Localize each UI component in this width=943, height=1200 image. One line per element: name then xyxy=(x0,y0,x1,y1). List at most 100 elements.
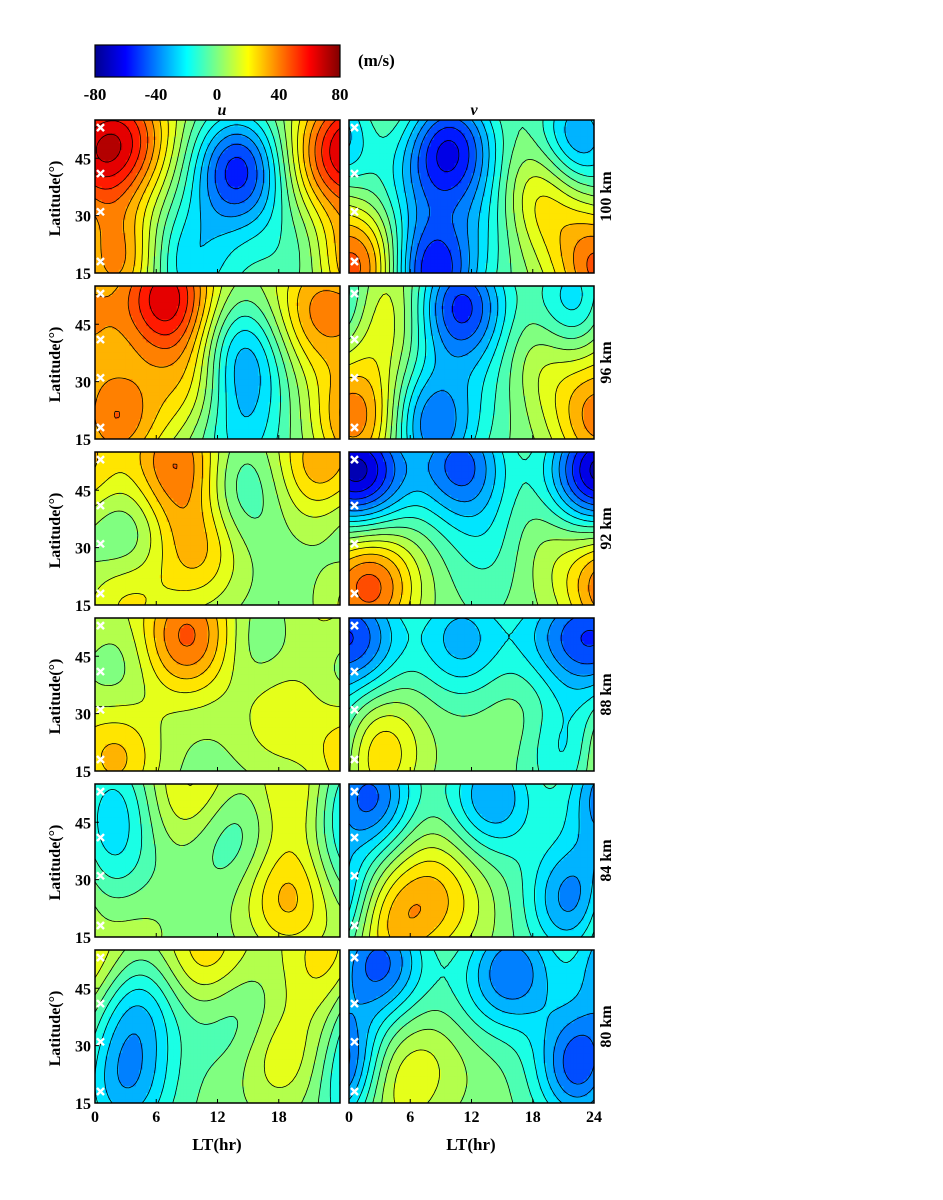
contour-field xyxy=(95,950,340,1103)
y-tick-label: 30 xyxy=(75,873,91,890)
panel-v-3: 88 km xyxy=(348,617,615,772)
contour-field xyxy=(349,618,594,771)
station-marker xyxy=(350,539,359,549)
y-tick-label: 15 xyxy=(75,930,91,947)
panel-v-1: 96 km xyxy=(348,285,615,440)
contour-field xyxy=(349,452,594,605)
y-tick-label: 15 xyxy=(75,1096,91,1113)
contour-lines xyxy=(95,452,340,605)
y-tick-label: 15 xyxy=(75,598,91,615)
y-tick-label: 45 xyxy=(75,317,91,334)
station-marker xyxy=(350,335,359,344)
colorbar-tick: 0 xyxy=(213,85,222,104)
station-marker xyxy=(96,423,105,432)
contour-lines xyxy=(349,120,594,273)
colorbar-tick: -40 xyxy=(145,85,168,104)
contour-lines xyxy=(349,286,594,439)
station-marker xyxy=(350,455,359,464)
station-marker xyxy=(350,501,359,510)
panel-u-1: 45 30 15 Latitude(°) xyxy=(47,285,341,449)
y-axis-label: Latitude(°) xyxy=(47,659,64,735)
station-marker xyxy=(350,953,359,962)
x-tick-label: 0 xyxy=(345,1109,353,1126)
x-tick-label: 6 xyxy=(152,1109,160,1126)
station-marker xyxy=(96,871,105,881)
station-marker xyxy=(96,755,105,764)
altitude-label: 92 km xyxy=(598,507,615,550)
station-marker xyxy=(350,589,359,598)
station-marker xyxy=(96,1087,105,1096)
station-marker xyxy=(96,455,105,464)
y-tick-label: 30 xyxy=(75,375,91,392)
colorbar-gradient xyxy=(94,44,341,78)
y-tick-label: 30 xyxy=(75,707,91,724)
contour-field xyxy=(95,120,340,273)
contour-field xyxy=(95,452,340,605)
contour-lines xyxy=(95,120,340,273)
station-marker xyxy=(96,667,105,676)
x-tick-label: 6 xyxy=(406,1109,414,1126)
station-marker xyxy=(96,833,105,842)
y-axis-label: Latitude(°) xyxy=(47,825,64,901)
y-tick-label: 15 xyxy=(75,266,91,283)
y-tick-label: 45 xyxy=(75,649,91,666)
station-marker xyxy=(96,257,105,266)
panel-v-4: 84 km xyxy=(348,783,615,938)
y-tick-label: 45 xyxy=(75,981,91,998)
station-marker xyxy=(96,207,105,217)
contour-lines xyxy=(349,950,594,1103)
station-marker xyxy=(350,921,359,930)
y-tick-label: 45 xyxy=(75,815,91,832)
panel-grid: 45 30 15 Latitude(°) 100 km 45 30 15 Latitude(°)… xyxy=(47,119,615,1126)
station-marker xyxy=(350,123,359,132)
y-tick-label: 15 xyxy=(75,764,91,781)
colorbar-unit: (m/s) xyxy=(358,51,395,70)
contour-field xyxy=(95,784,340,937)
panel-u-2: 45 30 15 Latitude(°) xyxy=(47,451,341,615)
altitude-label: 100 km xyxy=(598,171,615,222)
station-marker xyxy=(96,335,105,344)
station-marker xyxy=(350,871,359,881)
x-tick-label: 18 xyxy=(525,1109,541,1126)
altitude-label: 88 km xyxy=(598,673,615,716)
contour-lines xyxy=(349,784,594,937)
station-marker xyxy=(96,705,105,715)
panel-u-0: 45 30 15 Latitude(°) xyxy=(47,119,341,283)
altitude-label: 80 km xyxy=(598,1005,615,1048)
station-marker xyxy=(350,373,359,383)
station-marker xyxy=(96,921,105,930)
altitude-label: 96 km xyxy=(598,341,615,384)
y-tick-label: 30 xyxy=(75,1039,91,1056)
station-marker xyxy=(96,539,105,549)
colorbar-tick: 80 xyxy=(332,85,349,104)
station-marker xyxy=(96,1037,105,1047)
station-marker xyxy=(350,169,359,178)
station-marker xyxy=(96,169,105,178)
station-marker xyxy=(350,289,359,298)
station-marker xyxy=(350,705,359,715)
y-tick-label: 30 xyxy=(75,541,91,558)
station-marker xyxy=(350,1037,359,1047)
contour-lines xyxy=(95,286,340,439)
x-tick-label: 0 xyxy=(91,1109,99,1126)
station-marker xyxy=(350,999,359,1008)
colorbar-tick: -80 xyxy=(84,85,107,104)
x-tick-label: 24 xyxy=(586,1109,602,1126)
panel-v-2: 92 km xyxy=(348,451,615,606)
colorbar-tick: 40 xyxy=(271,85,288,104)
contour-lines xyxy=(95,950,340,1103)
x-tick-label: 12 xyxy=(210,1109,226,1126)
contour-field xyxy=(349,950,594,1103)
station-marker xyxy=(350,621,359,630)
panel-v-0: 100 km xyxy=(348,119,615,274)
panel-u-3: 45 30 15 Latitude(°) xyxy=(47,617,341,781)
station-marker xyxy=(96,373,105,383)
y-tick-label: 45 xyxy=(75,151,91,168)
station-marker xyxy=(350,787,359,796)
station-marker xyxy=(350,423,359,432)
panel-u-5: 45 30 15 Latitude(°) 0 6 12 18 xyxy=(47,949,341,1126)
station-marker xyxy=(350,257,359,266)
station-marker xyxy=(96,289,105,298)
station-marker xyxy=(350,207,359,217)
station-marker xyxy=(96,621,105,630)
